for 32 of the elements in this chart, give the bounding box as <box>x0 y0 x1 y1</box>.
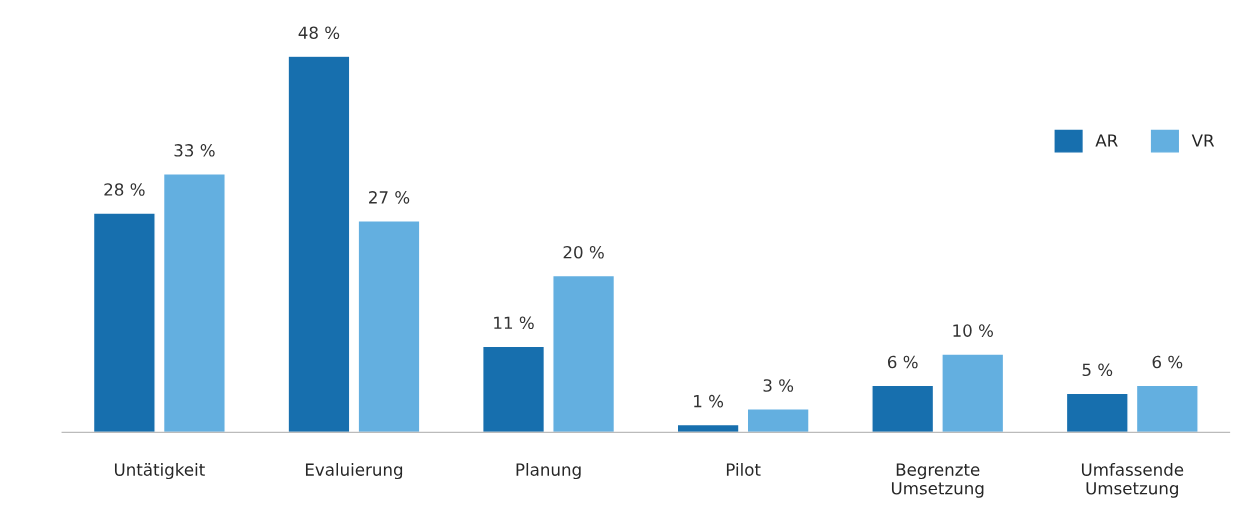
bar <box>552 274 616 433</box>
bar <box>92 212 156 433</box>
bar <box>941 353 1005 433</box>
bar <box>482 345 546 433</box>
data-label: 48 % <box>298 26 340 40</box>
data-label: 33 % <box>174 144 215 157</box>
bar <box>1135 384 1199 433</box>
x-tick-label: Planung <box>516 462 581 480</box>
x-tick-label: Begrenzte Umsetzung <box>891 463 984 498</box>
legend-label: VR <box>1191 134 1215 147</box>
data-label: 6 % <box>1152 355 1183 369</box>
legend-label: AR <box>1095 134 1118 147</box>
x-tick-label: Umfassende Umsetzung <box>1081 462 1184 498</box>
bar <box>676 423 740 433</box>
x-tick-label: Pilot <box>726 462 761 476</box>
data-label: 28 % <box>104 183 145 196</box>
bar <box>871 384 935 433</box>
bar <box>357 220 421 433</box>
x-tick-label: Untätigkeit <box>114 462 205 480</box>
data-label: 5 % <box>1082 363 1113 377</box>
bar <box>746 408 810 433</box>
data-label: 27 % <box>369 191 410 204</box>
x-tick-label: Evaluierung <box>305 462 403 480</box>
data-label: 20 % <box>563 245 604 259</box>
data-label: 6 % <box>887 355 918 369</box>
data-label: 11 % <box>494 316 534 330</box>
data-label: 1 % <box>694 394 724 408</box>
bar <box>1065 392 1129 433</box>
bar <box>162 173 226 433</box>
data-label: 10 % <box>953 324 993 337</box>
bar <box>287 55 351 433</box>
data-label: 3 % <box>763 379 794 392</box>
